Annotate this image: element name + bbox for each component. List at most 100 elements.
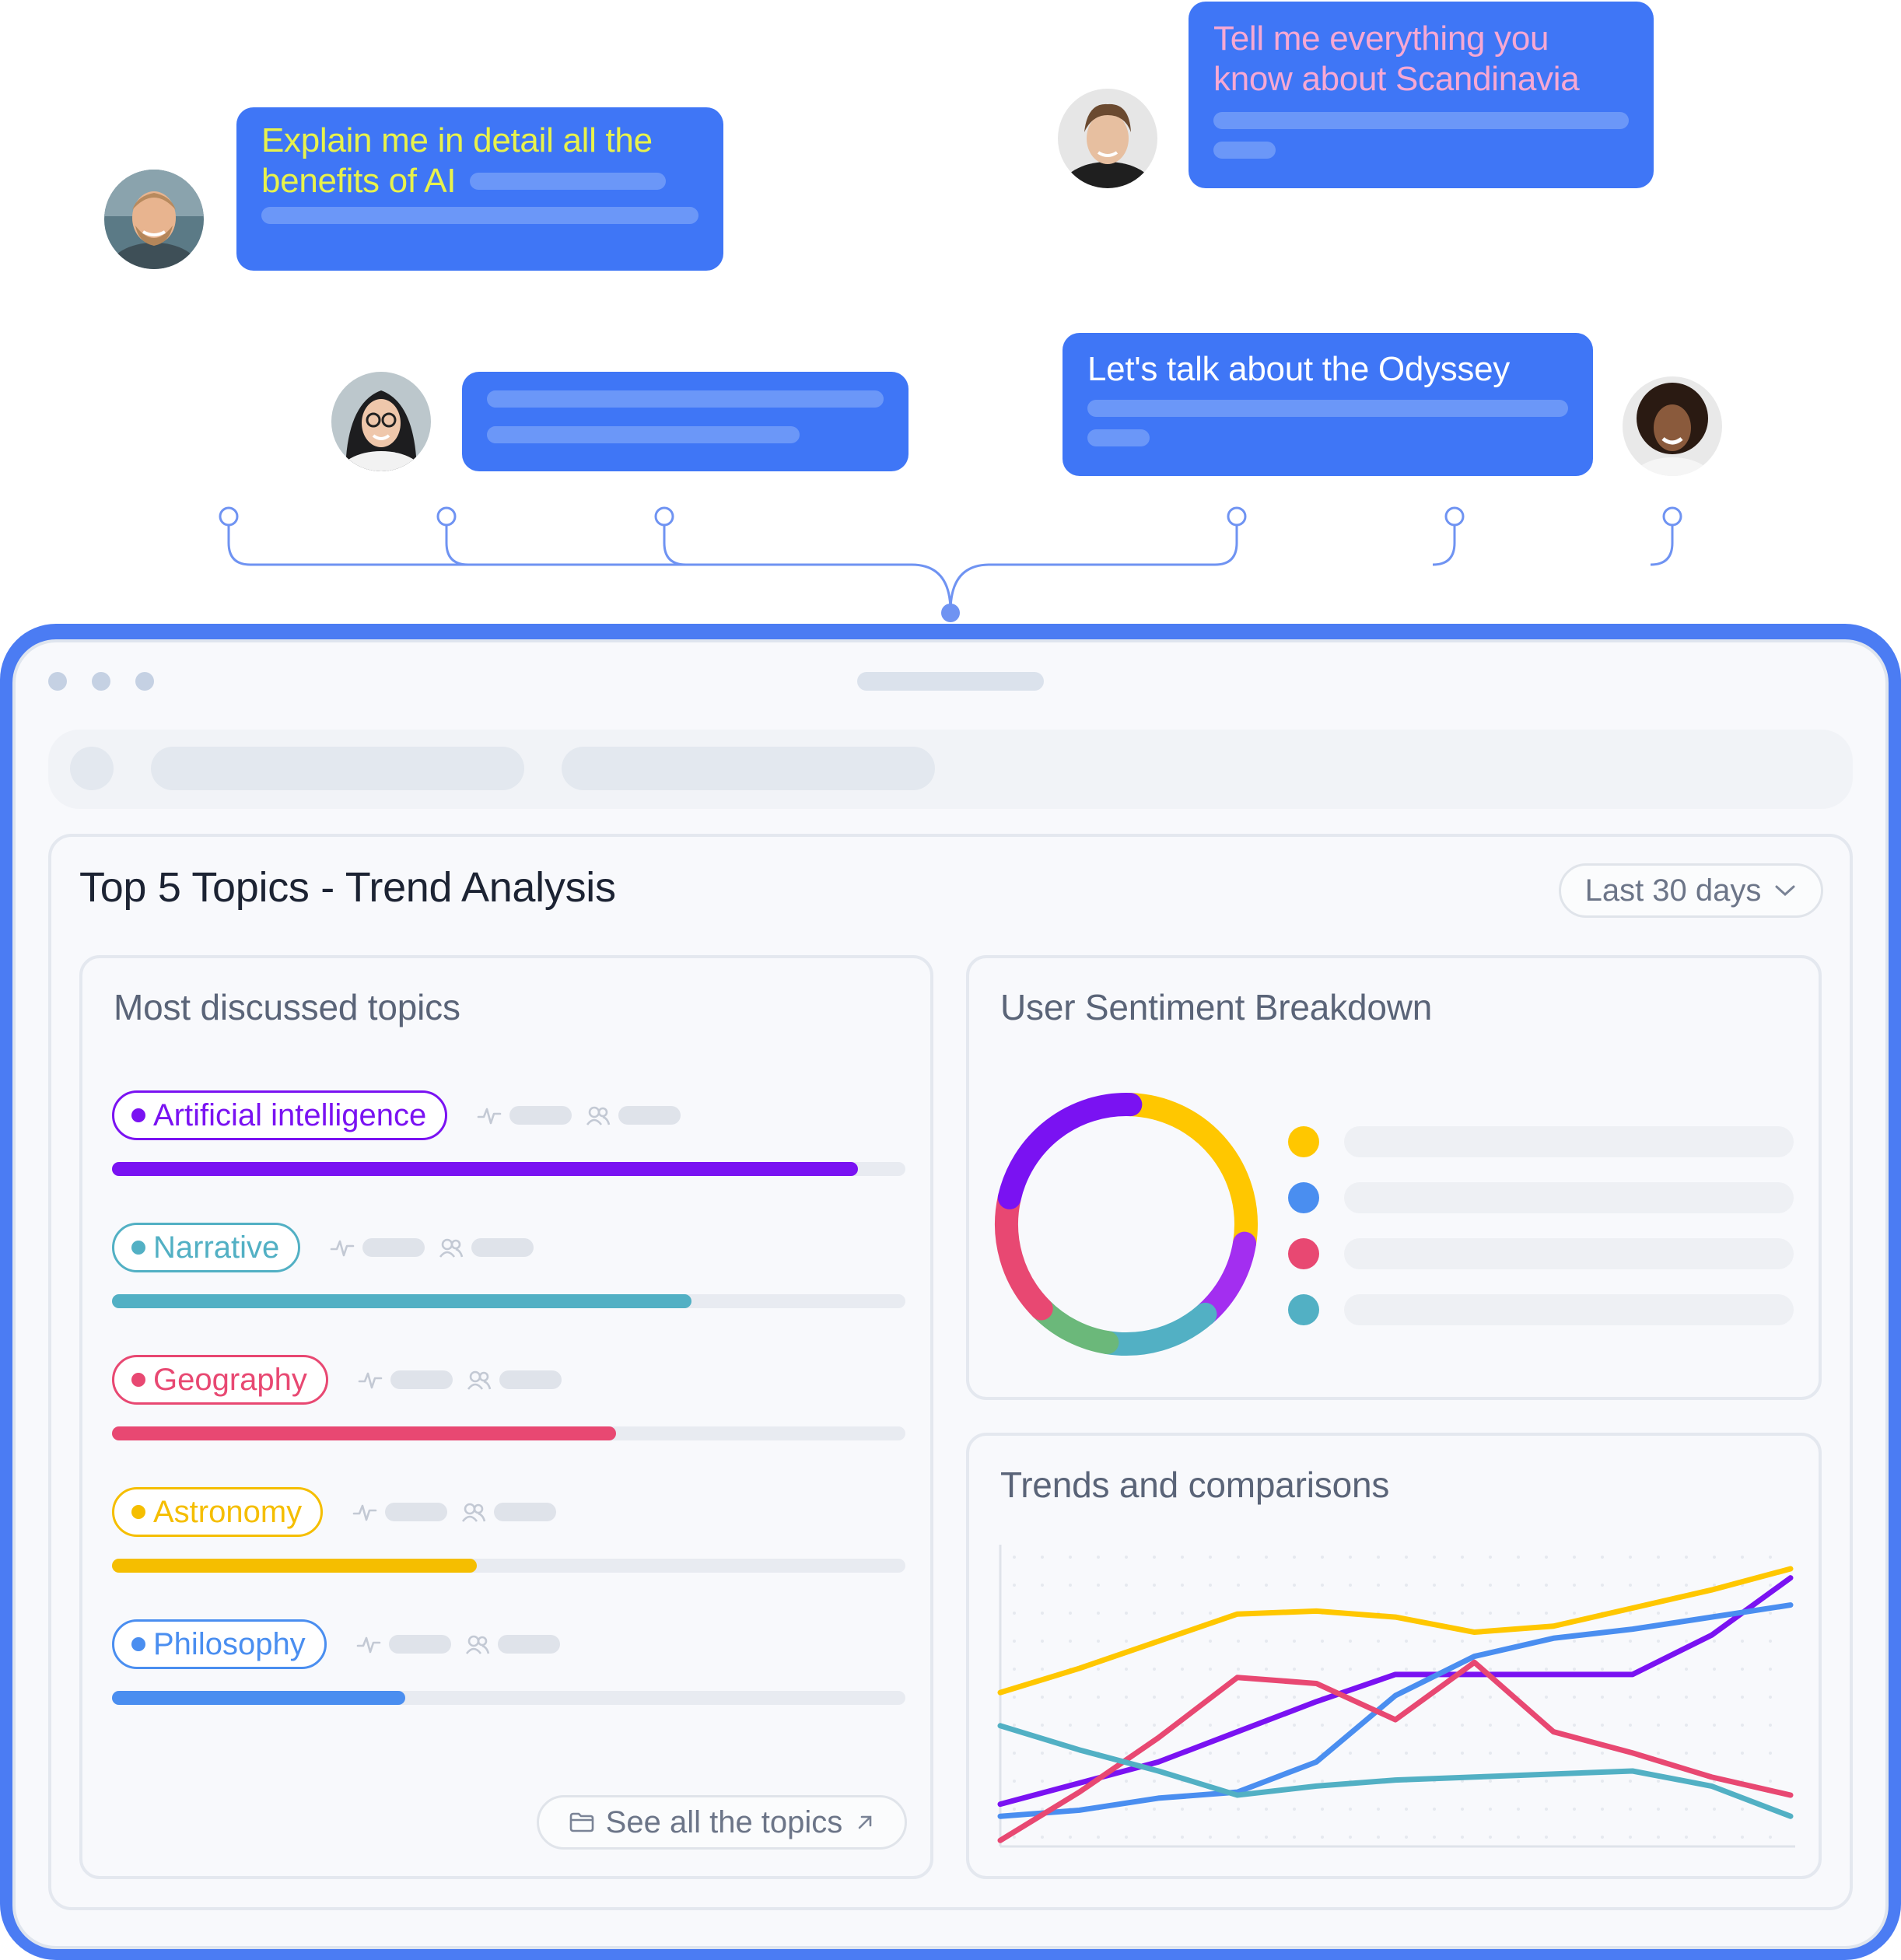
toolbar-placeholder-1[interactable]	[151, 747, 524, 790]
text-placeholder-line	[1087, 429, 1150, 446]
users-icon	[467, 1370, 492, 1390]
stat-placeholder	[385, 1503, 447, 1521]
topic-label: Philosophy	[153, 1626, 306, 1661]
sentiment-donut-chart[interactable]	[991, 1089, 1262, 1360]
activity-icon	[330, 1240, 355, 1257]
stat-placeholder	[471, 1238, 534, 1257]
users-icon	[439, 1238, 464, 1258]
stat-placeholder	[494, 1503, 556, 1521]
chat-text-line1: Explain me in detail all the	[261, 121, 653, 159]
topic-color-dot	[131, 1108, 145, 1122]
activity-icon	[477, 1108, 502, 1125]
activity-icon	[352, 1504, 377, 1521]
series-line-1[interactable]	[997, 1566, 1794, 1696]
chat-text-line2: benefits of AI	[261, 162, 457, 200]
topic-progress-track	[112, 1691, 905, 1705]
text-placeholder-line	[470, 173, 667, 190]
folder-icon	[569, 1812, 593, 1832]
donut-segment[interactable]	[1095, 1302, 1217, 1356]
legend-label-placeholder	[1344, 1294, 1794, 1325]
topic-tag[interactable]: Geography	[112, 1355, 328, 1405]
see-all-topics-button[interactable]: See all the topics	[537, 1795, 907, 1850]
date-range-value: Last 30 days	[1584, 873, 1762, 908]
connector-lines	[219, 506, 1682, 622]
legend-color-dot	[1288, 1126, 1319, 1157]
series-line-2[interactable]	[997, 1575, 1794, 1808]
legend-color-dot	[1288, 1294, 1319, 1325]
text-placeholder-line	[1087, 400, 1568, 417]
users-icon	[461, 1503, 486, 1522]
card-title: Trends and comparisons	[1000, 1465, 1390, 1505]
chat-text-line1: Tell me everything you	[1213, 19, 1549, 58]
stat-placeholder	[498, 1635, 560, 1654]
user-avatar-4	[1623, 376, 1722, 476]
activity-icon	[356, 1636, 381, 1654]
user-avatar-3	[331, 372, 431, 471]
donut-segment[interactable]	[997, 1093, 1143, 1209]
window-control-dot[interactable]	[92, 672, 110, 691]
text-placeholder-line	[1213, 142, 1276, 159]
chat-text-line2: know about Scandinavia	[1213, 60, 1580, 98]
stat-placeholder	[389, 1635, 451, 1654]
topic-tag[interactable]: Philosophy	[112, 1619, 327, 1669]
see-all-topics-label: See all the topics	[605, 1804, 843, 1839]
users-icon	[586, 1106, 611, 1125]
legend-label-placeholder	[1344, 1126, 1794, 1157]
chat-bubble-placeholder	[462, 372, 908, 471]
toolbar-placeholder-2[interactable]	[562, 747, 935, 790]
card-title: User Sentiment Breakdown	[1000, 987, 1433, 1027]
topic-color-dot	[131, 1505, 145, 1519]
topic-color-dot	[131, 1373, 145, 1387]
donut-segment[interactable]	[1119, 1093, 1258, 1255]
topic-progress-track	[112, 1559, 905, 1573]
card-title: Most discussed topics	[114, 987, 460, 1027]
text-placeholder-line	[487, 390, 884, 408]
series-line-3[interactable]	[997, 1602, 1794, 1819]
arrow-up-right-icon	[859, 1815, 872, 1829]
chevron-down-icon	[1775, 885, 1795, 897]
topic-label: Astronomy	[153, 1494, 303, 1529]
series-line-4[interactable]	[997, 1659, 1794, 1843]
user-avatar-2	[1058, 89, 1157, 188]
text-placeholder-line	[487, 426, 800, 443]
topic-row[interactable]: Geography	[82, 1355, 930, 1448]
topic-row[interactable]: Astronomy	[82, 1487, 930, 1580]
text-placeholder-line	[1213, 112, 1629, 129]
text-placeholder-line	[261, 207, 698, 224]
stat-placeholder	[390, 1370, 453, 1389]
user-avatar-1	[104, 170, 204, 269]
chat-bubble-ai-benefits: Explain me in detail all the benefits of…	[236, 107, 723, 271]
window-title-placeholder	[857, 672, 1044, 691]
topic-progress-track	[112, 1162, 905, 1176]
toolbar-avatar-placeholder[interactable]	[70, 747, 114, 790]
donut-segment[interactable]	[995, 1185, 1053, 1321]
topic-row[interactable]: Artificial intelligence	[82, 1090, 930, 1184]
window-control-dot[interactable]	[48, 672, 67, 691]
users-icon	[465, 1635, 490, 1654]
topic-tag[interactable]: Astronomy	[112, 1487, 324, 1537]
topic-row[interactable]: Narrative	[82, 1223, 930, 1316]
legend-color-dot	[1288, 1238, 1319, 1269]
topic-label: Geography	[153, 1362, 307, 1397]
activity-icon	[358, 1372, 383, 1389]
series-line-5[interactable]	[997, 1723, 1794, 1819]
donut-segment[interactable]	[1193, 1231, 1257, 1326]
topic-progress-fill	[112, 1559, 478, 1573]
topic-tag[interactable]: Artificial intelligence	[112, 1090, 448, 1140]
trends-card: Trends and comparisons	[966, 1433, 1822, 1879]
sentiment-card: User Sentiment Breakdown	[966, 955, 1822, 1400]
date-range-select[interactable]: Last 30 days	[1559, 863, 1823, 918]
legend-label-placeholder	[1344, 1238, 1794, 1269]
page-title: Top 5 Topics - Trend Analysis	[79, 864, 616, 911]
chat-bubble-odyssey: Let's talk about the Odyssey	[1063, 333, 1593, 476]
stat-placeholder	[499, 1370, 562, 1389]
trend-line-chart[interactable]	[997, 1537, 1798, 1864]
topic-progress-track	[112, 1294, 905, 1308]
topic-row[interactable]: Philosophy	[82, 1619, 930, 1713]
topic-progress-fill	[112, 1426, 616, 1440]
legend-label-placeholder	[1344, 1182, 1794, 1213]
stat-placeholder	[618, 1106, 681, 1125]
topic-tag[interactable]: Narrative	[112, 1223, 301, 1272]
stat-placeholder	[362, 1238, 425, 1257]
window-control-dot[interactable]	[135, 672, 154, 691]
